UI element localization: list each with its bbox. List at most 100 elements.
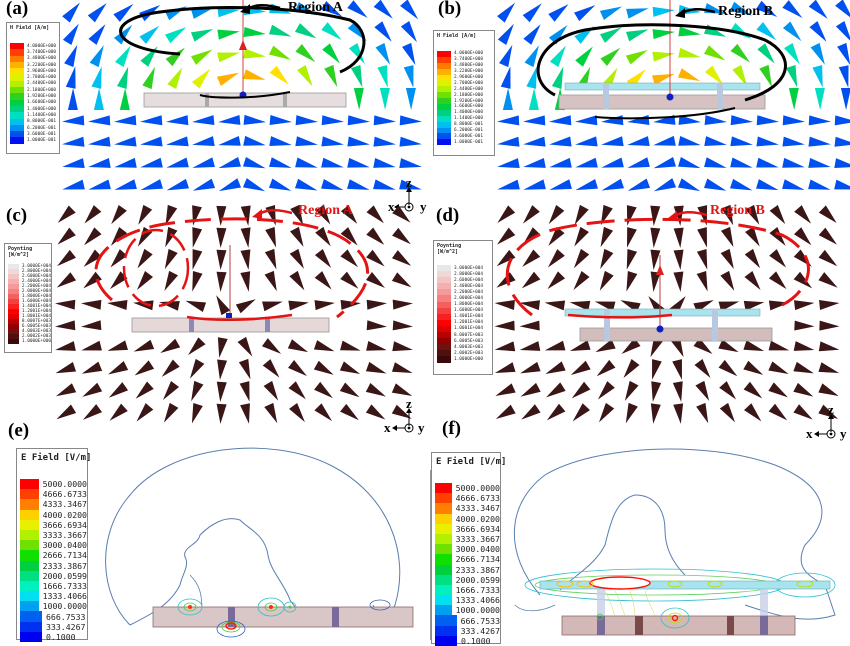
legend-value: 2.1800E+000 [27, 87, 57, 93]
legend-swatch [8, 319, 19, 324]
legend-row: 4000.0200 [435, 513, 500, 524]
legend-value: 2333.3867 [42, 560, 87, 571]
legend-value: 1666.7333 [42, 580, 87, 591]
legend-swatch [10, 43, 24, 50]
legend-row: 3.7400E+000 [437, 56, 494, 63]
legend-row: 1.8000E+004 [8, 294, 51, 299]
legend-swatch [435, 533, 452, 545]
axis-arrows-icon [392, 408, 414, 433]
legend-value: 4333.3467 [455, 503, 500, 514]
legend-value: 1.0000E-001 [454, 139, 484, 145]
axis-z-label: z [406, 396, 412, 411]
legend-value: 4666.6733 [42, 489, 87, 500]
legend-swatch [8, 329, 19, 334]
legend-swatch [8, 269, 19, 274]
legend-swatch [10, 61, 24, 69]
legend-row: 3.2200E+000 [437, 68, 494, 75]
legend-value: 3666.6934 [455, 523, 500, 534]
legend-swatch [435, 584, 452, 596]
legend-title: H Field [A/m] [10, 25, 50, 31]
legend-swatch [435, 523, 452, 534]
legend-value: 8.0007E+003 [21, 319, 51, 324]
legend-value: 2.4000E+004 [21, 279, 51, 284]
legend-swatch [437, 289, 451, 296]
legend-rows: 5000.0000 4666.6733 4333.3467 4000.0200 3666… [17, 467, 87, 642]
legend-row: 8.8000E-001 [437, 121, 494, 128]
legend-value: 1.2001E+004 [21, 309, 51, 314]
legend-value: 666.7533 [46, 611, 86, 622]
legend-row: 5000.0000 [20, 479, 87, 490]
legend-swatch [20, 621, 42, 632]
legend-swatch [437, 338, 451, 345]
legend-row: 2.2000E+004 [8, 284, 51, 289]
legend-row: 1.6600E+000 [10, 99, 59, 106]
legend-value: 2.8000E+004 [454, 271, 484, 277]
legend-row: 1.4001E+004 [8, 304, 51, 309]
legend-value: 1.2001E+004 [454, 320, 484, 326]
legend-row: 2.8000E+004 [437, 271, 492, 278]
region-label-a-top: Region A [288, 0, 343, 15]
legend-row: 3666.6934 [20, 519, 87, 530]
legend-swatch [437, 80, 451, 87]
legend-value: 4000.0200 [42, 509, 87, 520]
legend-row: 1.6000E+004 [8, 299, 51, 304]
legend-row: 3.7400E+000 [10, 49, 59, 56]
legend-value: 8.8000E-001 [27, 119, 57, 125]
legend-row: 2.0002E+003 [437, 350, 492, 357]
legend-value: 3.7400E+000 [454, 57, 484, 63]
legend-row: 2.2000E+004 [437, 289, 492, 296]
legend-row: 3.0000E+004 [437, 265, 492, 272]
legend-row: 4.0000E+000 [437, 51, 494, 57]
poynting-vector-plot-d [494, 204, 840, 424]
legend-swatch [20, 519, 39, 530]
axis-x-label: x [806, 426, 813, 441]
legend-row: 1.0000E+000 [8, 339, 51, 344]
legend-row: 2.0002E+003 [8, 334, 51, 339]
legend-swatch [20, 509, 39, 520]
legend-row: 2.6000E+004 [8, 274, 51, 279]
legend-swatch [435, 574, 452, 585]
legend-row: 1.0000E-001 [10, 137, 59, 144]
legend-value: 4666.6733 [455, 493, 500, 504]
legend-value: 3333.3667 [42, 530, 87, 541]
legend-value: 4.0003E+003 [454, 344, 484, 350]
legend-swatch [10, 137, 24, 144]
legend-row: 2.6000E+004 [437, 277, 492, 284]
legend-title: H Field [A/m] [437, 33, 477, 39]
legend-row: 2.9600E+000 [437, 74, 494, 81]
legend-value: 2.0002E+003 [454, 350, 484, 356]
legend-value: 1.0001E+004 [21, 314, 51, 319]
legend-swatch [435, 615, 457, 626]
legend-value: 333.4267 [46, 621, 86, 632]
legend-value: 3.6000E-001 [27, 131, 57, 137]
legend-row: 1.6600E+000 [437, 104, 494, 110]
legend-value: 3.6000E-001 [454, 133, 484, 139]
legend-swatch [437, 332, 451, 339]
legend-value: 1666.7333 [455, 584, 500, 595]
legend-poynting-c: Poynting [W/m^2] 3.0000E+004 2.8000E+004 2… [4, 243, 52, 353]
poynting-vector-plot-c [55, 204, 413, 424]
legend-rows: 5000.0000 4666.6733 4333.3467 4000.0200 3666… [432, 471, 500, 646]
legend-row: 333.4267 [20, 621, 87, 632]
legend-value: 2.1800E+000 [454, 92, 484, 98]
legend-swatch [437, 139, 451, 146]
legend-row: 2333.3867 [435, 564, 500, 575]
legend-row: 1333.4066 [20, 591, 87, 602]
legend-row: 3.4800E+000 [10, 55, 59, 62]
legend-swatch [437, 109, 451, 116]
legend-value: 1000.0000 [42, 601, 87, 612]
legend-value: 2.2000E+004 [21, 284, 51, 289]
legend-value: 1000.0000 [455, 605, 500, 616]
axis-y-label: y [418, 420, 425, 435]
legend-swatch [435, 483, 452, 494]
legend-value: 2000.0599 [455, 574, 500, 585]
legend-swatch [437, 344, 451, 351]
legend-value: 4.0003E+003 [21, 329, 51, 334]
legend-row: 0.1000 [20, 631, 87, 642]
legend-value: 4000.0200 [455, 513, 500, 524]
legend-value: 3.0000E+004 [454, 265, 484, 271]
legend-value: 3.2200E+000 [454, 69, 484, 75]
legend-swatch [10, 99, 24, 106]
legend-row: 1.1400E+000 [10, 112, 59, 119]
legend-value: 3.2200E+000 [27, 62, 57, 68]
